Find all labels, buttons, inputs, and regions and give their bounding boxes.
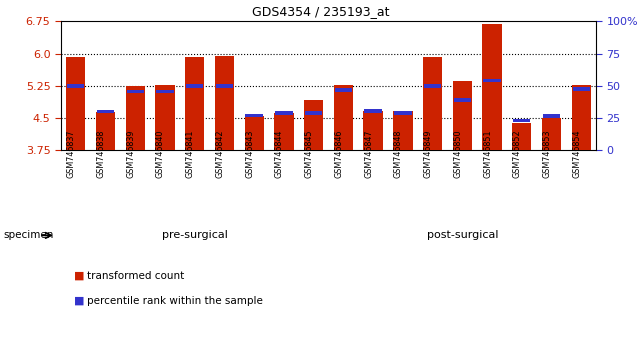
Bar [365, 109, 382, 113]
Text: GSM746845: GSM746845 [304, 130, 313, 178]
Bar [274, 113, 294, 150]
Bar [483, 24, 502, 150]
Bar [335, 88, 352, 92]
Text: GSM746844: GSM746844 [275, 130, 284, 178]
Text: percentile rank within the sample: percentile rank within the sample [87, 296, 262, 306]
Text: GSM746843: GSM746843 [245, 130, 254, 178]
Bar [126, 90, 144, 93]
Bar [513, 119, 531, 122]
Bar [542, 118, 561, 150]
Text: GSM746839: GSM746839 [126, 130, 135, 178]
Bar [67, 84, 85, 87]
Bar [66, 57, 85, 150]
Text: GSM746852: GSM746852 [513, 130, 522, 178]
Bar [305, 111, 322, 115]
Text: ■: ■ [74, 271, 84, 281]
Bar [453, 81, 472, 150]
Text: GDS4354 / 235193_at: GDS4354 / 235193_at [252, 5, 389, 18]
Text: GSM746848: GSM746848 [394, 130, 403, 178]
Text: specimen: specimen [3, 230, 54, 240]
Bar [543, 114, 560, 118]
Text: GSM746842: GSM746842 [215, 130, 224, 178]
Bar [155, 85, 174, 150]
Text: pre-surgical: pre-surgical [162, 230, 228, 240]
Text: GSM746847: GSM746847 [364, 130, 373, 178]
Bar [246, 114, 263, 117]
Bar [483, 79, 501, 82]
Bar [126, 86, 145, 150]
Bar [215, 56, 234, 150]
Bar [394, 111, 412, 115]
Bar [304, 100, 323, 150]
Bar [334, 85, 353, 150]
Bar [96, 112, 115, 150]
Text: ■: ■ [74, 296, 84, 306]
Bar [97, 110, 114, 113]
Bar [393, 111, 413, 150]
Text: GSM746846: GSM746846 [335, 130, 344, 178]
Text: GSM746851: GSM746851 [483, 130, 492, 178]
Bar [424, 84, 441, 87]
Bar [572, 85, 591, 150]
Text: GSM746837: GSM746837 [67, 130, 76, 178]
Text: GSM746840: GSM746840 [156, 130, 165, 178]
Text: post-surgical: post-surgical [426, 230, 498, 240]
Bar [572, 87, 590, 91]
Text: GSM746841: GSM746841 [186, 130, 195, 178]
Text: transformed count: transformed count [87, 271, 184, 281]
Text: GSM746854: GSM746854 [572, 130, 581, 178]
Text: GSM746849: GSM746849 [424, 130, 433, 178]
Bar [512, 123, 531, 150]
Bar [423, 57, 442, 150]
Text: GSM746853: GSM746853 [542, 130, 551, 178]
Bar [185, 57, 204, 150]
Bar [216, 84, 233, 87]
Bar [275, 111, 292, 115]
Bar [244, 115, 264, 150]
Bar [363, 111, 383, 150]
Text: GSM746838: GSM746838 [97, 130, 106, 178]
Bar [454, 98, 471, 102]
Bar [186, 84, 203, 87]
Text: GSM746850: GSM746850 [453, 130, 462, 178]
Bar [156, 90, 174, 93]
